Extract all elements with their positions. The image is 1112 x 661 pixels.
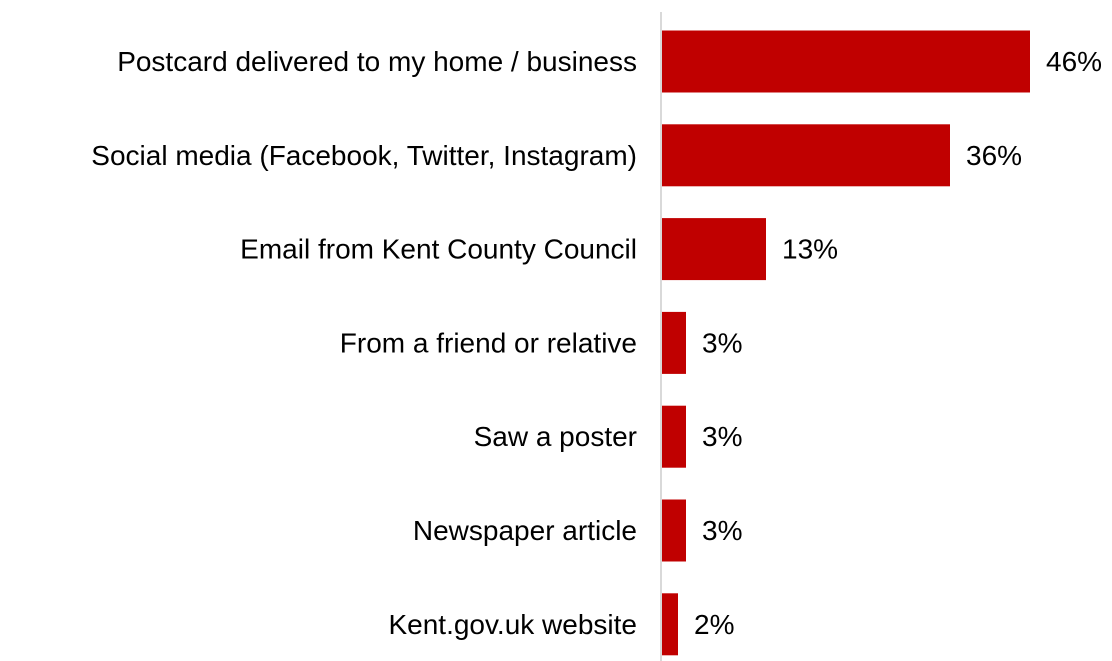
category-label: Email from Kent County Council bbox=[240, 234, 637, 265]
bar bbox=[662, 124, 950, 187]
category-labels: Postcard delivered to my home / business… bbox=[91, 46, 637, 640]
category-label: Social media (Facebook, Twitter, Instagr… bbox=[91, 140, 637, 171]
category-label: Kent.gov.uk website bbox=[388, 609, 637, 640]
value-label: 3% bbox=[702, 421, 742, 452]
value-label: 46% bbox=[1046, 46, 1102, 77]
bar bbox=[662, 405, 686, 468]
value-labels: 46% 36% 13% 3% 3% 3% 2% bbox=[694, 46, 1102, 640]
category-label: Newspaper article bbox=[413, 515, 637, 546]
value-label: 3% bbox=[702, 327, 742, 358]
value-label: 2% bbox=[694, 609, 734, 640]
bar bbox=[662, 218, 766, 281]
bars-layer bbox=[662, 30, 1030, 656]
category-label: Postcard delivered to my home / business bbox=[117, 46, 637, 77]
bar bbox=[662, 499, 686, 562]
bar bbox=[662, 30, 1030, 93]
bar bbox=[662, 593, 678, 656]
value-label: 36% bbox=[966, 140, 1022, 171]
bar bbox=[662, 311, 686, 374]
category-label: Saw a poster bbox=[474, 421, 637, 452]
value-label: 13% bbox=[782, 234, 838, 265]
category-label: From a friend or relative bbox=[340, 327, 637, 358]
value-label: 3% bbox=[702, 515, 742, 546]
